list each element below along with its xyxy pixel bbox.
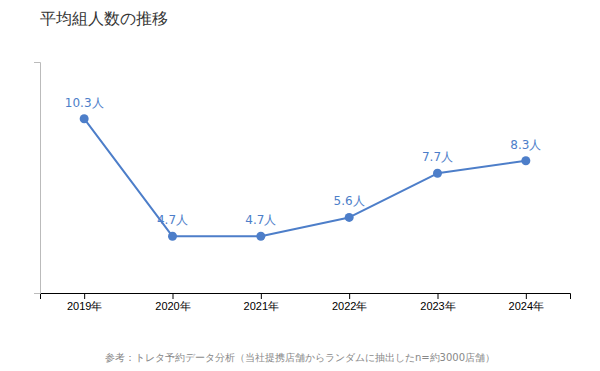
data-label: 10.3人 xyxy=(65,96,104,110)
x-tick: 2021年 xyxy=(244,293,279,312)
chart: 平均組人数の推移 2019年 2020年 2021年 2022年 2023年 2024年 10… xyxy=(0,0,600,371)
x-tick-label: 2023年 xyxy=(420,300,455,312)
x-tick-mark xyxy=(438,293,439,299)
data-label: 7.7人 xyxy=(422,150,453,164)
x-tick-mark xyxy=(349,293,350,299)
x-tick-label: 2024年 xyxy=(509,300,544,312)
point xyxy=(345,213,354,222)
y-axis xyxy=(34,63,41,294)
x-tick-label: 2021年 xyxy=(244,300,279,312)
x-tick-label: 2022年 xyxy=(332,300,367,312)
data-label: 5.6人 xyxy=(334,194,365,208)
x-tick-mark xyxy=(173,293,174,299)
x-tick-mark xyxy=(261,293,262,299)
x-tick: 2023年 xyxy=(420,293,455,312)
x-axis-line xyxy=(41,294,571,300)
point xyxy=(521,156,530,165)
x-axis: 2019年 2020年 2021年 2022年 2023年 2024年 xyxy=(41,293,571,312)
x-tick-label: 2019年 xyxy=(67,300,102,312)
x-tick-mark xyxy=(526,293,527,299)
marks xyxy=(80,114,531,241)
x-tick: 2020年 xyxy=(155,293,190,312)
plot: 2019年 2020年 2021年 2022年 2023年 2024年 10.3人 4.7人 4… xyxy=(34,63,571,312)
data-label: 4.7人 xyxy=(245,213,276,227)
point xyxy=(256,232,265,241)
point xyxy=(80,114,89,123)
x-tick-label: 2020年 xyxy=(155,300,190,312)
y-axis-line xyxy=(34,63,41,294)
data-label: 8.3人 xyxy=(510,138,541,152)
point xyxy=(433,169,442,178)
data-labels: 10.3人 4.7人 4.7人 5.6人 7.7人 8.3人 xyxy=(65,96,542,228)
x-tick-mark xyxy=(84,293,85,299)
line xyxy=(84,119,526,237)
data-label: 4.7人 xyxy=(157,213,188,227)
footnote: 参考：トレタ予約データ分析（当社提携店舗からランダムに抽出したn=約3000店舗… xyxy=(105,352,495,363)
x-tick: 2024年 xyxy=(509,293,544,312)
x-tick: 2019年 xyxy=(67,293,102,312)
title: 平均組人数の推移 xyxy=(40,9,168,28)
x-tick: 2022年 xyxy=(332,293,367,312)
point xyxy=(168,232,177,241)
